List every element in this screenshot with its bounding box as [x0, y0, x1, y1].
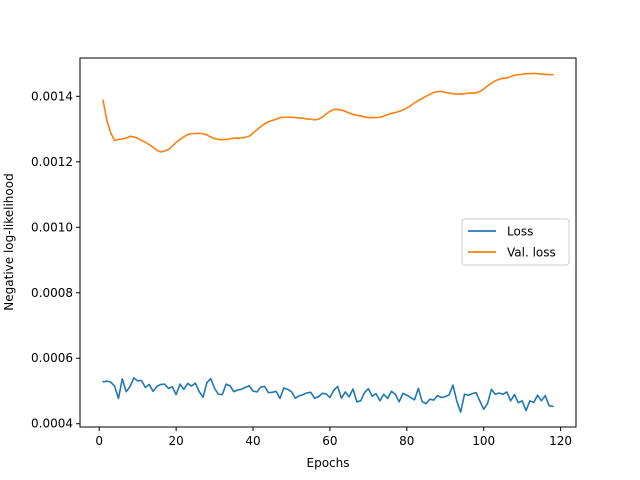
axes-frame	[79, 57, 577, 428]
y-tick-label: 0.0004	[31, 417, 73, 431]
series-line-loss	[102, 377, 554, 414]
series-line-val-loss	[102, 72, 554, 153]
x-tick-label: 80	[399, 434, 414, 448]
x-tick-label: 20	[168, 434, 183, 448]
plot-area	[79, 57, 577, 428]
legend: Loss Val. loss	[461, 218, 570, 266]
legend-label-loss: Loss	[507, 225, 533, 239]
y-tick-label: 0.0006	[31, 351, 73, 365]
x-tick-label: 0	[95, 434, 103, 448]
y-axis-title: Negative log-likelihood	[2, 173, 16, 310]
x-tick-label: 100	[472, 434, 495, 448]
y-tick-label: 0.0008	[31, 286, 73, 300]
x-axis-title: Epochs	[307, 456, 350, 470]
legend-label-val-loss: Val. loss	[507, 246, 556, 260]
y-tick-label: 0.0010	[31, 220, 73, 234]
series-layer	[102, 72, 554, 414]
x-tick-label: 120	[549, 434, 572, 448]
y-axis-ticks: 0.0004 0.0006 0.0008 0.0010 0.0012 0.0014	[31, 89, 80, 431]
x-tick-label: 40	[245, 434, 260, 448]
y-tick-label: 0.0014	[31, 89, 73, 103]
x-tick-label: 60	[322, 434, 337, 448]
y-tick-label: 0.0012	[31, 155, 73, 169]
x-axis-ticks: 0 20 40 60 80 100 120	[95, 427, 572, 448]
